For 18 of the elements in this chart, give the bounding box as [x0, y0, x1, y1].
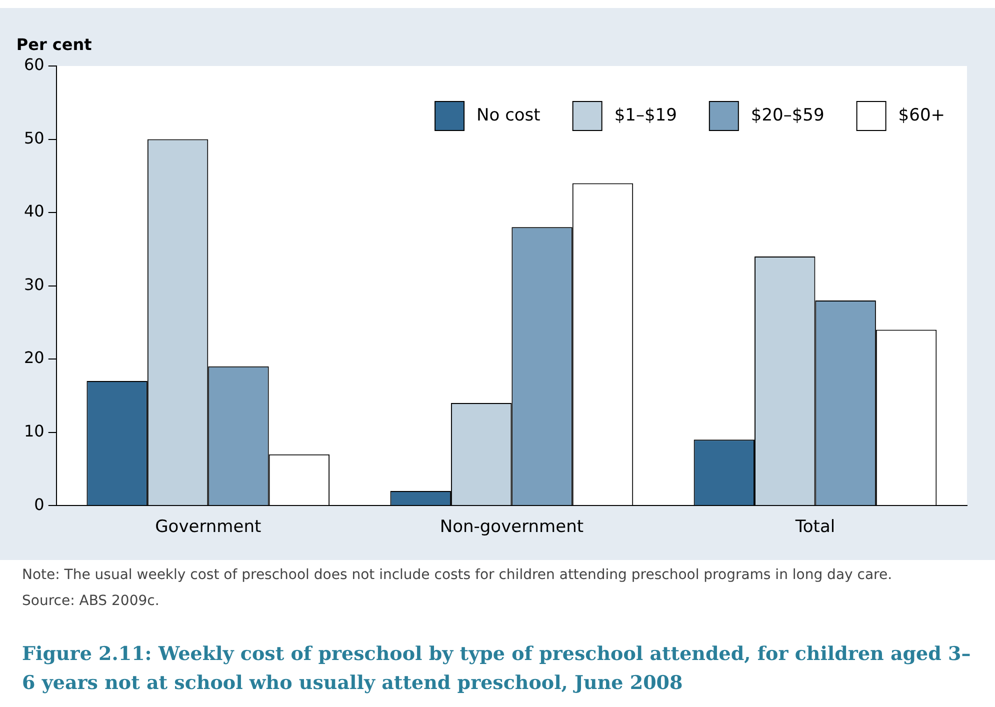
legend-label: $20–$59 [750, 105, 824, 126]
x-tick-label: Non-government [440, 517, 584, 538]
text: Figure 2.11: Weekly cost of preschool by type of preschool attended, for children aged 3–6 years not at school who usually attend preschool, June 2008 [22, 642, 972, 696]
y-tick-label: 20 [24, 348, 44, 368]
y-tick-label: 50 [24, 128, 44, 148]
y-tick-label: 40 [24, 202, 44, 221]
text: Note: The usual weekly cost of preschool does not include costs for children attending preschool programs in long day care. [22, 566, 892, 585]
x-tick-label: Total [794, 517, 836, 538]
x-tick-label: Government [155, 517, 262, 538]
y-tick-label: 30 [24, 274, 44, 294]
legend-label: $60+ [898, 105, 946, 126]
y-tick-label: 60 [24, 55, 44, 74]
source-note: Source: ABS 2009c. [22, 592, 160, 611]
legend-label: $1–$19 [614, 105, 677, 126]
y-tick-label: 10 [24, 421, 44, 440]
y-axis-title: Per cent [16, 35, 92, 54]
y-tick-label: 0 [34, 494, 44, 514]
legend-label: No cost [476, 105, 541, 126]
